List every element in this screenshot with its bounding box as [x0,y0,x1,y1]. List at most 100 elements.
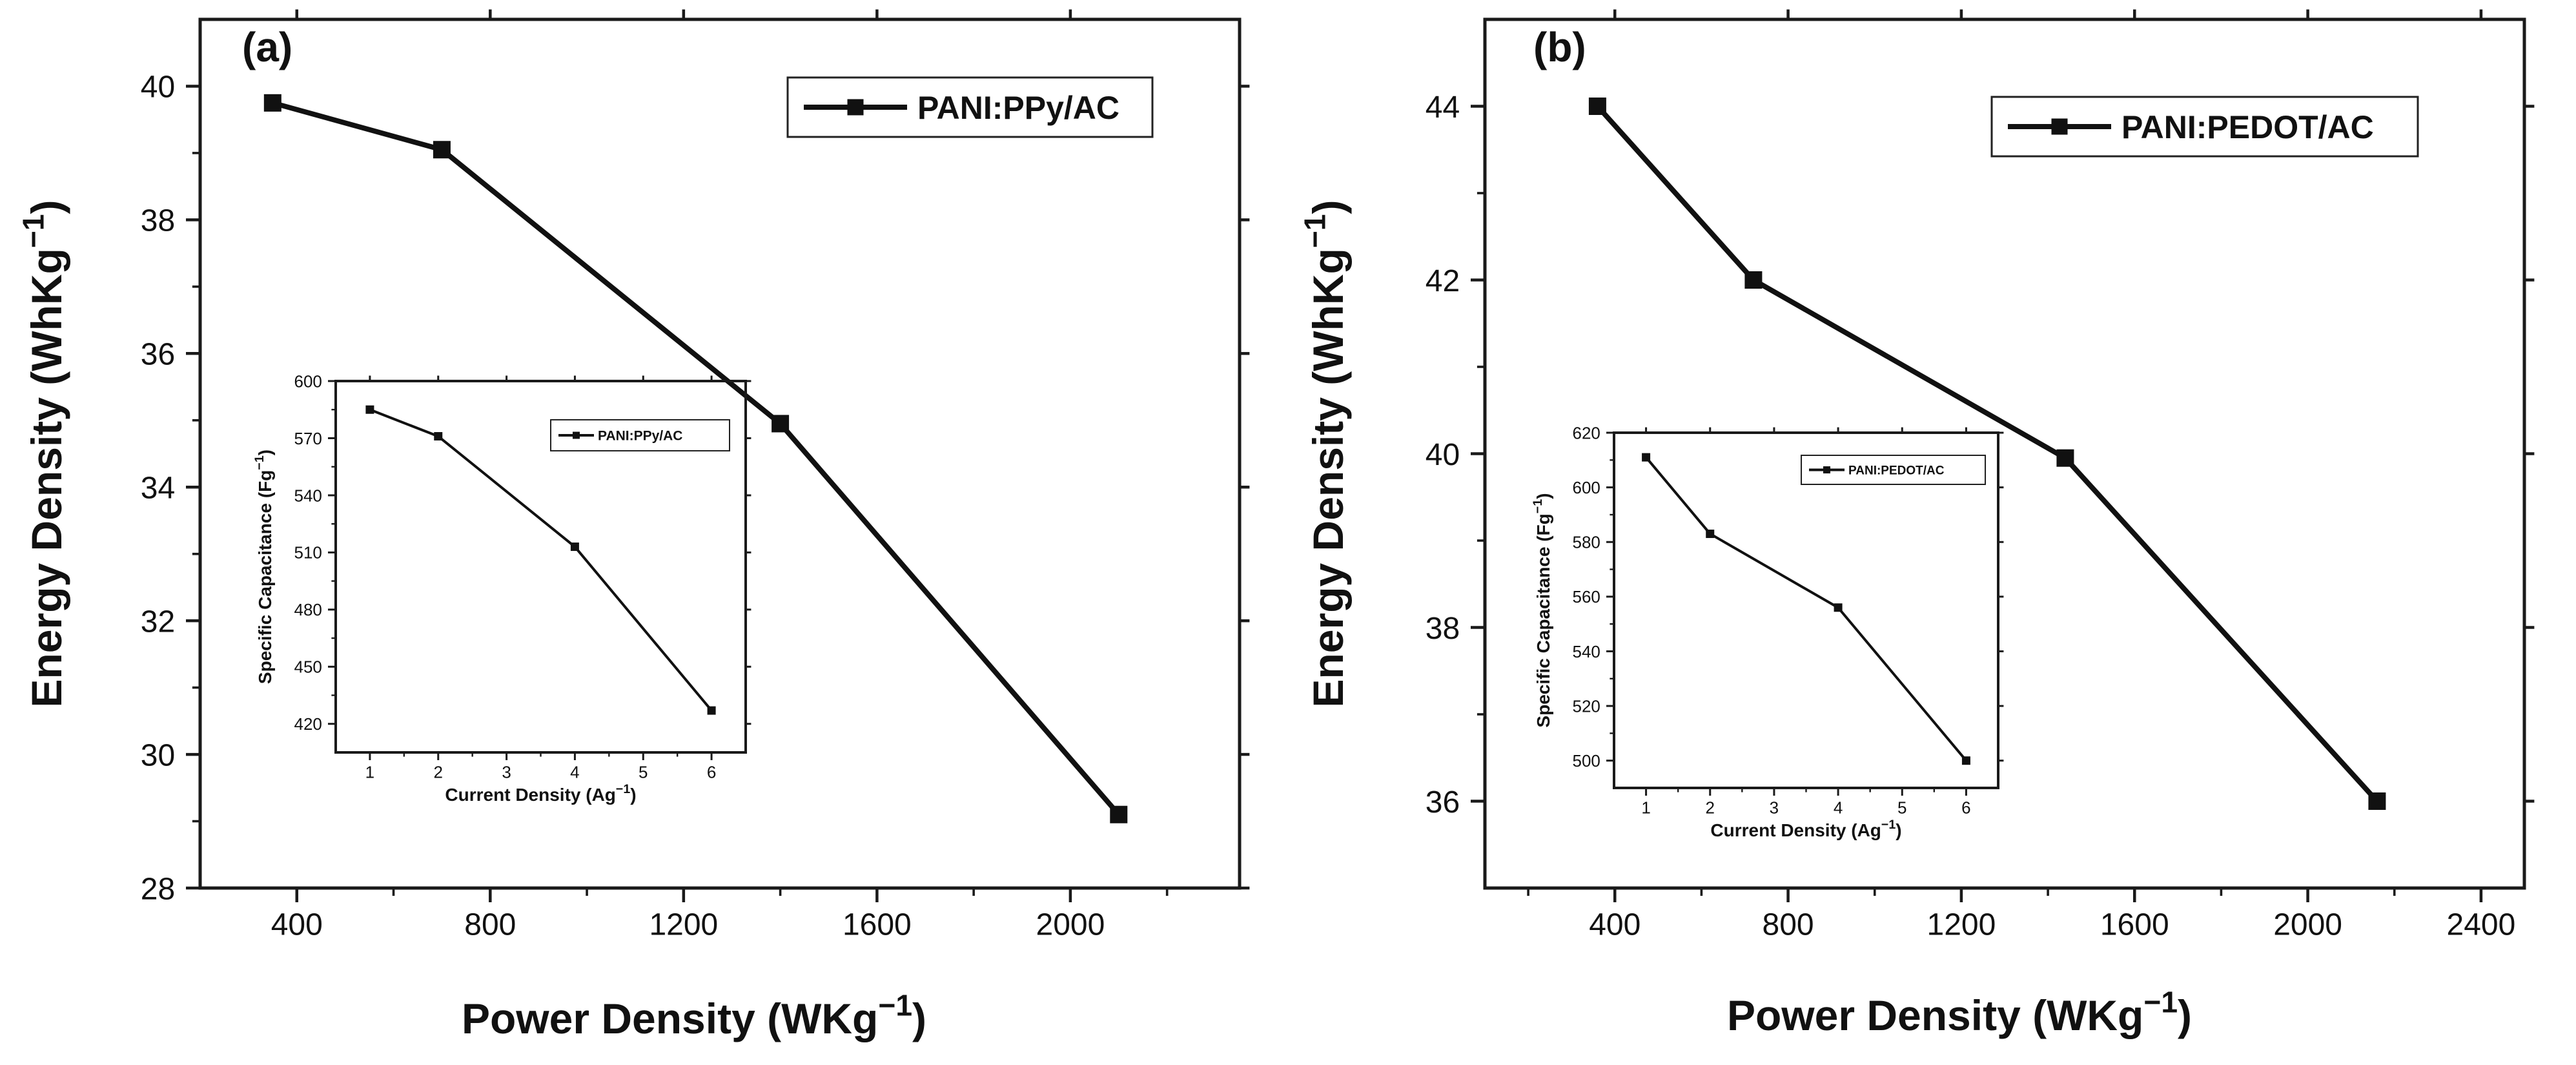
panel-b-y-axis-title: Energy Density (WhKg−1) [1298,200,1352,707]
panel-a-inset-x-tick-label: 6 [707,762,716,781]
panel-b-inset-x-axis-title-sup: −1 [1881,818,1896,832]
panel-a-x-tick-label: 800 [464,907,516,942]
panel-b-x-tick-label: 800 [1763,907,1814,942]
panel-b-legend-label: PANI:PEDOT/AC [2121,109,2374,145]
panel-b-inset-y-axis-title-tail: ) [1533,493,1553,499]
panel-b-inset-x-tick-label: 5 [1897,798,1906,817]
panel-b-legend: PANI:PEDOT/AC [1990,96,2419,158]
panel-a-x-axis-title-sup: −1 [878,988,912,1022]
panel-a-inset-x-axis-title-tail: ) [630,785,636,805]
panel-a-y-tick-label: 34 [141,471,175,506]
panel-a-inset-y-tick-label: 570 [294,429,322,448]
panel-a-inset-data-point [365,405,374,414]
panel-b-inset-plot: 1 2 3 4 5 6 500 520 540 560 580 600 620 PANI:PEDOT/AC… [1531,423,2004,840]
panel-b-panel-label: (b) [1533,24,1586,70]
panel-a-inset-y-tick-label: 480 [294,600,322,619]
panel-b-inset-y-axis-title-text: Specific Capacitance (Fg [1533,513,1553,727]
panel-a-inset-data-point [707,706,716,715]
panel-b-x-tick-label: 1200 [1927,907,1996,942]
panel-a-inset-y-axis-title-text: Specific Capacitance (Fg [255,470,275,684]
panel-b-x-tick-label: 1600 [2100,907,2169,942]
panel-b-inset-data-point [1961,756,1970,765]
panel-a-y-axis-title-sup: −1 [16,214,50,248]
panel-a-axes-frame [198,17,1242,890]
panel-a-legend: PANI:PPy/AC [786,76,1154,138]
panel-b-inset-y-axis-title-sup: −1 [1531,499,1545,513]
panel-b-inset-legend: PANI:PEDOT/AC [1801,455,1986,485]
panel-a-inset-x-axis-title: Current Density (Ag−1) [445,782,636,805]
panel-b-inset-data-point [1706,530,1715,539]
panel-a-x-tick-label: 400 [271,907,323,942]
panel-b-inset-x-tick-label: 2 [1706,798,1715,817]
panel-a-inset-y-axis-title-tail: ) [255,450,275,455]
panel-a-series-line [272,100,1121,816]
panel-b-x-axis-title-tail: ) [2178,991,2192,1039]
panel-b-inset-x-tick-label: 1 [1641,798,1650,817]
panel-a-inset-x-axis-title-sup: −1 [616,782,630,796]
panel-a-data-point [1110,805,1128,823]
panel-a-inset-plot: 1 2 3 4 5 6 420 450 480 510 540 570 600 PANI:PPy/AC Cu… [252,371,751,805]
panel-a-data-point [263,94,281,112]
panel-a-x-tick-label: 1200 [649,907,718,942]
panel-a-x-tick-label: 2000 [1036,907,1105,942]
panel-b-inset-x-tick-label: 4 [1834,798,1843,817]
panel-a-inset-legend: PANI:PPy/AC [550,419,730,451]
panel-b-y-tick-label: 42 [1426,264,1460,298]
panel-b-y-tick-label: 38 [1426,612,1460,646]
panel-b-inset-legend-marker [1823,466,1830,473]
panel-a-panel-label: (a) [242,24,292,70]
panel-a-legend-label: PANI:PPy/AC [917,90,1119,126]
panel-b-inset-x-tick-label: 3 [1770,798,1779,817]
panel-b-series-line [1595,104,2379,803]
panel-a-inset-y-tick-label: 540 [294,486,322,505]
panel-a-inset-legend-label: PANI:PPy/AC [598,429,682,444]
panel-b-y-axis-title-text: Energy Density (WhKg [1304,248,1352,707]
panel-a-data-point [433,141,451,159]
panel-b-data-point [1744,271,1763,289]
panel-a-inset-y-tick-label: 450 [294,657,322,677]
panel-b-y-axis-title-tail: ) [1304,200,1352,214]
panel-b-inset-series-line [1645,456,1967,761]
panel-b-y-tick-label: 44 [1426,90,1460,125]
panel-a-inset-data-point [570,543,579,552]
panel-a-inset-y-axis-title: Specific Capacitance (Fg−1) [252,450,275,684]
panel-a-y-tick-label: 28 [141,872,175,906]
panel-a-inset-x-tick-label: 4 [570,762,579,781]
panel-a-y-tick-label: 40 [141,70,175,105]
panel-a-x-axis-title-text: Power Density (WKg [462,995,878,1042]
panel-b-x-tick-label: 400 [1589,907,1641,942]
panel-a-x-axis-title: Power Density (WKg−1) [462,988,926,1042]
panel-b-inset-y-tick-label: 620 [1573,423,1600,442]
panel-b-inset-y-tick-label: 520 [1573,696,1600,716]
panel-a-y-axis-title-tail: ) [23,200,70,214]
panel-b-x-axis-title: Power Density (WKg−1) [1727,985,2192,1039]
panel-a-inset-x-tick-label: 5 [639,762,648,781]
panel-a-inset-series-line [369,408,713,712]
panel-a-x-axis-title-tail: ) [912,995,926,1042]
panel-b-plot: 400 800 1200 1600 2000 24003638404244PANI:PED… [1298,9,2535,1039]
panel-b-x-axis-title-sup: −1 [2143,985,2178,1018]
panel-a-inset-data-point [434,432,443,441]
panel-a-inset-y-axis-title-sup: −1 [252,455,267,470]
panel-b-y-tick-label: 36 [1426,785,1460,820]
panel-a-y-tick-label: 30 [141,738,175,772]
panel-a-x-tick-label: 1600 [843,907,912,942]
panel-b-data-point [2368,792,2386,810]
panel-b-inset-x-axis-title-tail: ) [1896,820,1901,840]
panel-a-inset-x-tick-label: 2 [434,762,443,781]
panel-a-inset-y-tick-label: 510 [294,543,322,563]
panel-b-inset-x-axis-title: Current Density (Ag−1) [1710,818,1901,840]
panel-b-inset-data-point [1834,603,1843,612]
panel-b-inset-y-axis-title: Specific Capacitance (Fg−1) [1531,493,1553,727]
panel-b-inset-y-tick-label: 580 [1573,533,1600,552]
panel-b-x-tick-label: 2000 [2273,907,2342,942]
panel-a-y-tick-label: 38 [141,204,175,238]
panel-a-y-axis-title-text: Energy Density (WhKg [23,248,70,707]
panel-b-inset-y-tick-label: 500 [1573,751,1600,770]
panel-a-inset-x-tick-label: 1 [365,762,374,781]
panel-b-x-tick-label: 2400 [2447,907,2516,942]
panel-b-data-point [2056,449,2074,467]
panel-b-inset-data-point [1642,453,1651,462]
panel-b-data-point [1588,98,1606,115]
